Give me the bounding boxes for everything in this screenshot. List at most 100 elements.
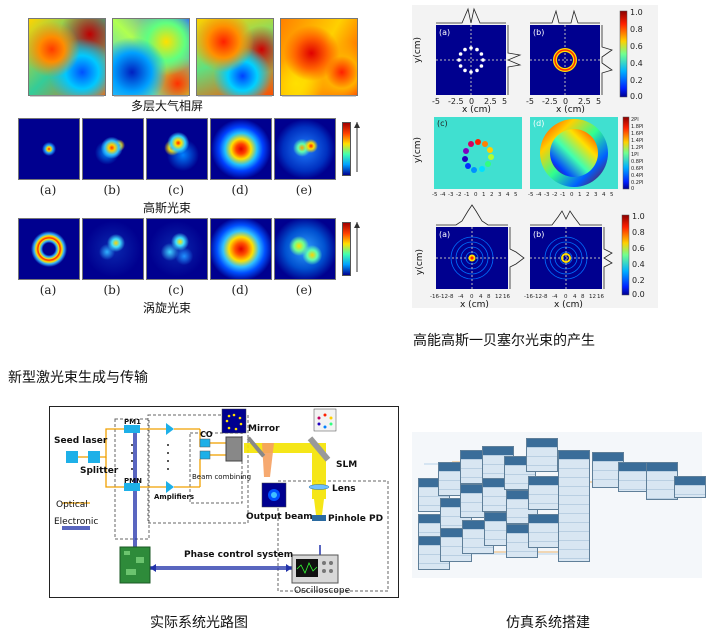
r2d-phase-inner (550, 129, 598, 177)
svg-text:-8: -8 (448, 294, 454, 300)
beam-combiner (225, 436, 243, 462)
svg-text:-4: -4 (552, 294, 558, 300)
row2: y(cm) (c) (d) 2PI 1.8PI 1.6PI 1.4PI 1. (413, 116, 643, 198)
svg-text:5: 5 (596, 97, 601, 106)
svg-text:16: 16 (503, 294, 510, 300)
svg-text:-3: -3 (544, 192, 550, 198)
row1: y(cm) (a) (b) 1.0 0.8 (413, 7, 643, 115)
svg-text:-5: -5 (432, 192, 438, 198)
gaussian-beam-row (18, 118, 368, 182)
vortex-b (82, 218, 144, 280)
gauss-label-b: (b) (103, 183, 121, 197)
gaussian-e (274, 118, 336, 180)
gauss-label-e: (e) (295, 183, 313, 197)
pinhole-pd-label: Pinhole PD (328, 514, 383, 524)
svg-text:0.6: 0.6 (632, 244, 645, 253)
svg-text:-4: -4 (536, 192, 542, 198)
colorbar-vortex (342, 222, 351, 276)
svg-text:2: 2 (586, 192, 590, 198)
svg-text:1.2PI: 1.2PI (631, 145, 643, 151)
r1a-label: (a) (439, 28, 450, 37)
row1-ylabel: y(cm) (413, 37, 423, 63)
colorbar-arrow-gaussian (354, 122, 360, 172)
svg-text:0.0: 0.0 (632, 290, 645, 299)
vortex-label-c: (c) (167, 283, 185, 297)
optical-label: Optical (56, 500, 88, 510)
svg-text:0: 0 (564, 294, 568, 300)
svg-text:-1: -1 (560, 192, 565, 198)
svg-text:0.2PI: 0.2PI (631, 180, 643, 186)
svg-text:-3: -3 (448, 192, 454, 198)
svg-text:2: 2 (490, 192, 494, 198)
caption-atmosphere: 多层大气相屏 (131, 99, 204, 113)
svg-text:0.4: 0.4 (632, 260, 645, 269)
svg-text:0.2: 0.2 (632, 276, 645, 285)
svg-text:1.8PI: 1.8PI (631, 124, 643, 130)
lens (308, 484, 330, 490)
phase-screen-3 (196, 18, 274, 96)
svg-text:0: 0 (474, 192, 478, 198)
svg-text:5: 5 (514, 192, 518, 198)
r3a-label: (a) (439, 230, 450, 239)
svg-text:2PI: 2PI (631, 117, 639, 123)
svg-text:2.5: 2.5 (578, 97, 591, 106)
vortex-label-a: (a) (39, 283, 57, 297)
seed-laser-box (66, 451, 78, 463)
svg-text:0.4: 0.4 (630, 59, 643, 68)
svg-text:-4: -4 (458, 294, 464, 300)
caption-vortex: 涡旋光束 (143, 301, 192, 315)
svg-text:0.8: 0.8 (632, 228, 645, 237)
svg-text:0.4PI: 0.4PI (631, 173, 643, 179)
electronic-label: Electronic (54, 517, 98, 527)
pmn-label: PMN (124, 477, 142, 485)
caption-new-laser: 新型激光束生成与传输 (8, 370, 148, 386)
splitter-label: Splitter (80, 466, 119, 476)
svg-text:0: 0 (469, 97, 474, 106)
gaussian-b (82, 118, 144, 180)
vortex-e (274, 218, 336, 280)
caption-gauss-bessel: 高能高斯一贝塞尔光束的产生 (413, 333, 595, 349)
svg-text:-8: -8 (542, 294, 548, 300)
vortex-label-b: (b) (103, 283, 121, 297)
svg-text:-16: -16 (524, 294, 533, 300)
gauss-label-a: (a) (39, 183, 57, 197)
optical-system-diagram: Seed laser Splitter Optical Electronic P… (49, 406, 399, 598)
sim-combiner[interactable] (558, 450, 590, 562)
svg-text:5: 5 (610, 192, 614, 198)
svg-text:x (cm): x (cm) (554, 300, 583, 308)
sim-output[interactable] (674, 476, 706, 498)
svg-text:1: 1 (578, 192, 582, 198)
svg-text:-4: -4 (440, 192, 446, 198)
svg-text:1: 1 (482, 192, 486, 198)
gauss-label-d: (d) (231, 183, 249, 197)
svg-text:4: 4 (506, 192, 510, 198)
r3b-label: (b) (533, 230, 544, 239)
pinhole-pd (312, 515, 326, 521)
svg-text:y(cm): y(cm) (413, 137, 423, 163)
caption-optical-system: 实际系统光路图 (150, 615, 248, 631)
output-beam-label: Output beam (246, 512, 313, 522)
r3-colorbar (621, 214, 630, 296)
atmosphere-phase-screens (24, 12, 374, 112)
svg-text:-5: -5 (526, 97, 534, 106)
gaussian-d (210, 118, 272, 180)
r2-colorbar (622, 116, 630, 190)
svg-text:1.0: 1.0 (632, 212, 645, 221)
svg-text:0: 0 (470, 294, 474, 300)
svg-text:0: 0 (631, 186, 634, 192)
caption-gaussian: 高斯光束 (143, 201, 192, 215)
svg-text:8: 8 (581, 294, 585, 300)
svg-text:12: 12 (589, 294, 596, 300)
svg-text:5: 5 (502, 97, 507, 106)
slm (307, 436, 331, 462)
splitter-box (88, 451, 100, 463)
gauss-label-c: (c) (167, 183, 185, 197)
r1b-xlabel: x (cm) (556, 105, 585, 115)
slm-label: SLM (336, 460, 357, 470)
r1a-plot (436, 25, 506, 95)
svg-text:3: 3 (498, 192, 502, 198)
vortex-beam-row (18, 218, 368, 282)
svg-text:1.0: 1.0 (630, 8, 643, 17)
r1a-ring (457, 46, 485, 74)
phase-screen-1 (28, 18, 106, 96)
